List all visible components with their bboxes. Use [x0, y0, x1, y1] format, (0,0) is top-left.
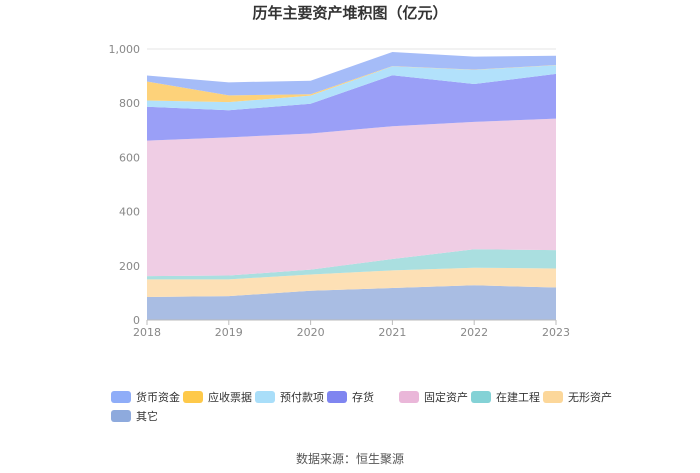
- legend-swatch: [111, 391, 131, 403]
- x-tick-label: 2022: [460, 326, 488, 339]
- x-tick-label: 2023: [542, 326, 570, 339]
- legend-swatch: [471, 391, 491, 403]
- legend-label: 在建工程: [496, 390, 540, 404]
- area-series: [147, 118, 556, 277]
- legend-swatch: [255, 391, 275, 403]
- legend-item[interactable]: 货币资金: [111, 390, 180, 404]
- legend-item[interactable]: 固定资产: [399, 390, 468, 404]
- area-series: [147, 249, 556, 280]
- legend-swatch: [543, 391, 563, 403]
- y-tick-label: 400: [119, 206, 140, 219]
- area-series: [147, 64, 556, 103]
- y-tick-label: 800: [119, 97, 140, 110]
- legend-swatch: [183, 391, 203, 403]
- y-tick-label: 1,000: [109, 43, 141, 56]
- legend-label: 存货: [352, 390, 374, 404]
- legend-label: 应收票据: [208, 390, 252, 404]
- axes: 0 200 400 600 800 1,000 2018 2019 2020 2021 2022 20…: [109, 43, 571, 339]
- legend-item[interactable]: 应收票据: [183, 390, 252, 404]
- x-tick-label: 2020: [297, 326, 325, 339]
- x-tick-label: 2019: [215, 326, 243, 339]
- chart-title: 历年主要资产堆积图（亿元）: [252, 4, 447, 22]
- legend-label: 预付款项: [280, 390, 324, 404]
- legend-item[interactable]: 在建工程: [471, 390, 540, 404]
- area-series: [147, 65, 556, 111]
- area-series-group: [147, 51, 556, 320]
- legend-swatch: [399, 391, 419, 403]
- legend-label: 其它: [136, 409, 158, 423]
- x-tick-label: 2021: [378, 326, 406, 339]
- area-series: [147, 267, 556, 297]
- legend-swatch: [327, 391, 347, 403]
- y-tick-label: 600: [119, 151, 140, 164]
- data-source-note: 数据来源：恒生聚源: [296, 451, 404, 466]
- legend-item[interactable]: 其它: [111, 409, 158, 423]
- legend-label: 无形资产: [568, 390, 612, 404]
- y-tick-label: 0: [133, 314, 140, 327]
- area-series: [147, 285, 556, 320]
- legend-item[interactable]: 无形资产: [543, 390, 612, 404]
- x-tick-label: 2018: [133, 326, 161, 339]
- legend-label: 货币资金: [136, 390, 180, 404]
- legend-item[interactable]: 存货: [327, 390, 374, 404]
- area-series: [147, 51, 556, 96]
- area-series: [147, 73, 556, 141]
- legend-item[interactable]: 预付款项: [255, 390, 324, 404]
- legend-label: 固定资产: [424, 390, 468, 404]
- legend-swatch: [111, 410, 131, 422]
- y-tick-label: 200: [119, 260, 140, 273]
